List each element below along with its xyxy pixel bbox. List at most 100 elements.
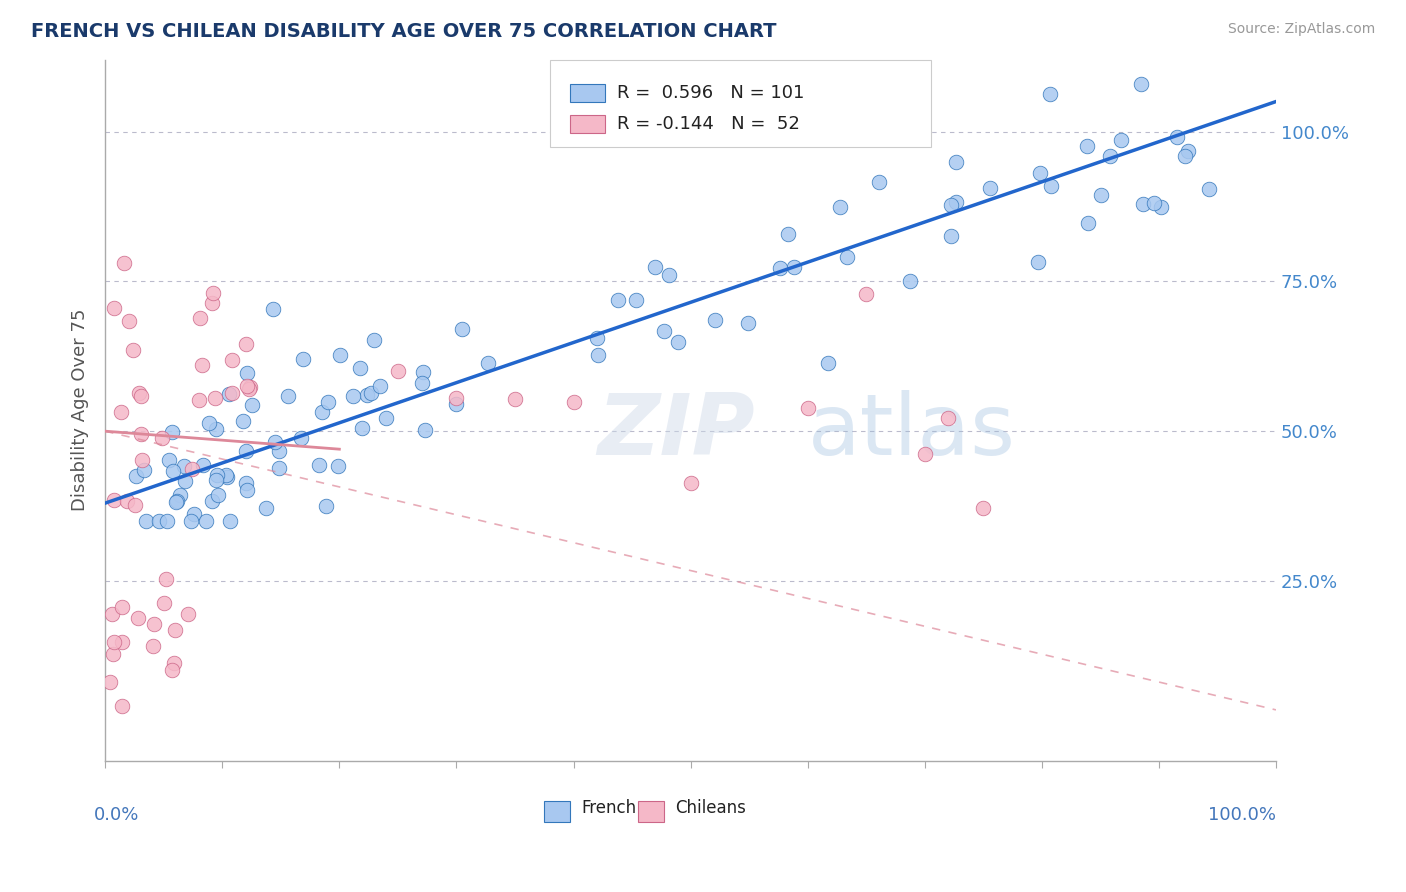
Point bbox=[342, 389, 364, 403]
Point bbox=[236, 366, 259, 380]
Point bbox=[387, 363, 409, 377]
Text: R = -0.144   N =  52: R = -0.144 N = 52 bbox=[617, 115, 800, 133]
Point bbox=[586, 348, 609, 362]
Point bbox=[654, 324, 676, 338]
Point bbox=[329, 348, 352, 362]
Point bbox=[157, 453, 180, 467]
Point bbox=[360, 385, 382, 400]
Point bbox=[183, 507, 205, 521]
Point bbox=[503, 392, 526, 406]
Point bbox=[1090, 188, 1112, 202]
Point bbox=[239, 379, 262, 393]
Point bbox=[131, 453, 153, 467]
Point bbox=[101, 648, 124, 662]
Point bbox=[201, 494, 224, 508]
Bar bbox=[544, 801, 569, 822]
Point bbox=[586, 331, 609, 345]
Point bbox=[173, 459, 195, 474]
Point bbox=[817, 356, 839, 370]
Point bbox=[124, 499, 146, 513]
Point bbox=[191, 359, 214, 373]
Point bbox=[316, 394, 339, 409]
Point bbox=[110, 405, 132, 419]
Point bbox=[936, 411, 959, 425]
Point bbox=[205, 473, 228, 487]
Point bbox=[413, 423, 436, 437]
Point bbox=[1177, 145, 1199, 159]
Point bbox=[562, 395, 585, 409]
Point bbox=[356, 387, 378, 401]
Point bbox=[939, 229, 962, 244]
Point bbox=[232, 414, 254, 428]
Point bbox=[165, 623, 187, 637]
Point bbox=[221, 385, 243, 400]
Bar bbox=[638, 801, 664, 822]
Point bbox=[169, 488, 191, 502]
Point bbox=[129, 389, 152, 403]
Point bbox=[204, 422, 226, 436]
Point bbox=[117, 494, 139, 508]
Point bbox=[979, 181, 1001, 195]
Point bbox=[311, 405, 333, 419]
Point bbox=[277, 389, 299, 403]
Point bbox=[142, 616, 165, 631]
Point bbox=[679, 475, 702, 490]
Point bbox=[778, 227, 800, 241]
Point bbox=[235, 444, 257, 458]
Point bbox=[972, 500, 994, 515]
Point bbox=[769, 260, 792, 275]
Point bbox=[166, 494, 188, 508]
Point bbox=[352, 421, 374, 435]
Point bbox=[704, 313, 727, 327]
Point bbox=[117, 314, 139, 328]
Point bbox=[644, 260, 666, 274]
Point bbox=[152, 596, 174, 610]
Point bbox=[103, 635, 125, 649]
Text: Chileans: Chileans bbox=[675, 799, 747, 817]
Point bbox=[828, 200, 851, 214]
Text: R =  0.596   N = 101: R = 0.596 N = 101 bbox=[617, 84, 804, 103]
Point bbox=[855, 287, 877, 301]
Point bbox=[111, 698, 134, 713]
Point bbox=[315, 499, 337, 513]
Point bbox=[180, 514, 202, 528]
Point bbox=[207, 468, 229, 483]
Point bbox=[941, 198, 963, 212]
Point bbox=[155, 514, 177, 528]
Point bbox=[221, 353, 243, 368]
Text: French: French bbox=[582, 799, 637, 817]
Point bbox=[235, 336, 257, 351]
Point bbox=[103, 301, 125, 316]
Bar bbox=[569, 84, 605, 103]
Point bbox=[412, 365, 434, 379]
Point bbox=[898, 274, 921, 288]
Point bbox=[446, 391, 468, 405]
Point bbox=[945, 194, 967, 209]
Point bbox=[914, 447, 936, 461]
Point bbox=[363, 334, 385, 348]
Point bbox=[235, 378, 257, 392]
Point bbox=[1077, 216, 1099, 230]
Point bbox=[236, 483, 259, 498]
Point bbox=[1198, 182, 1220, 196]
Text: 0.0%: 0.0% bbox=[94, 806, 139, 824]
Point bbox=[160, 425, 183, 440]
Point bbox=[111, 635, 134, 649]
Point bbox=[267, 460, 290, 475]
Point bbox=[868, 175, 890, 189]
Point bbox=[127, 610, 149, 624]
Point bbox=[114, 256, 136, 270]
Point bbox=[194, 514, 217, 528]
Text: ZIP: ZIP bbox=[598, 390, 755, 473]
Point bbox=[155, 572, 177, 586]
Point bbox=[162, 464, 184, 478]
Point bbox=[177, 607, 200, 621]
Point bbox=[477, 356, 499, 370]
Point bbox=[235, 475, 257, 490]
Point bbox=[444, 397, 467, 411]
Point bbox=[218, 514, 240, 528]
Point bbox=[1029, 166, 1052, 180]
Point bbox=[308, 458, 330, 473]
Point bbox=[290, 431, 312, 445]
Point bbox=[254, 501, 277, 516]
